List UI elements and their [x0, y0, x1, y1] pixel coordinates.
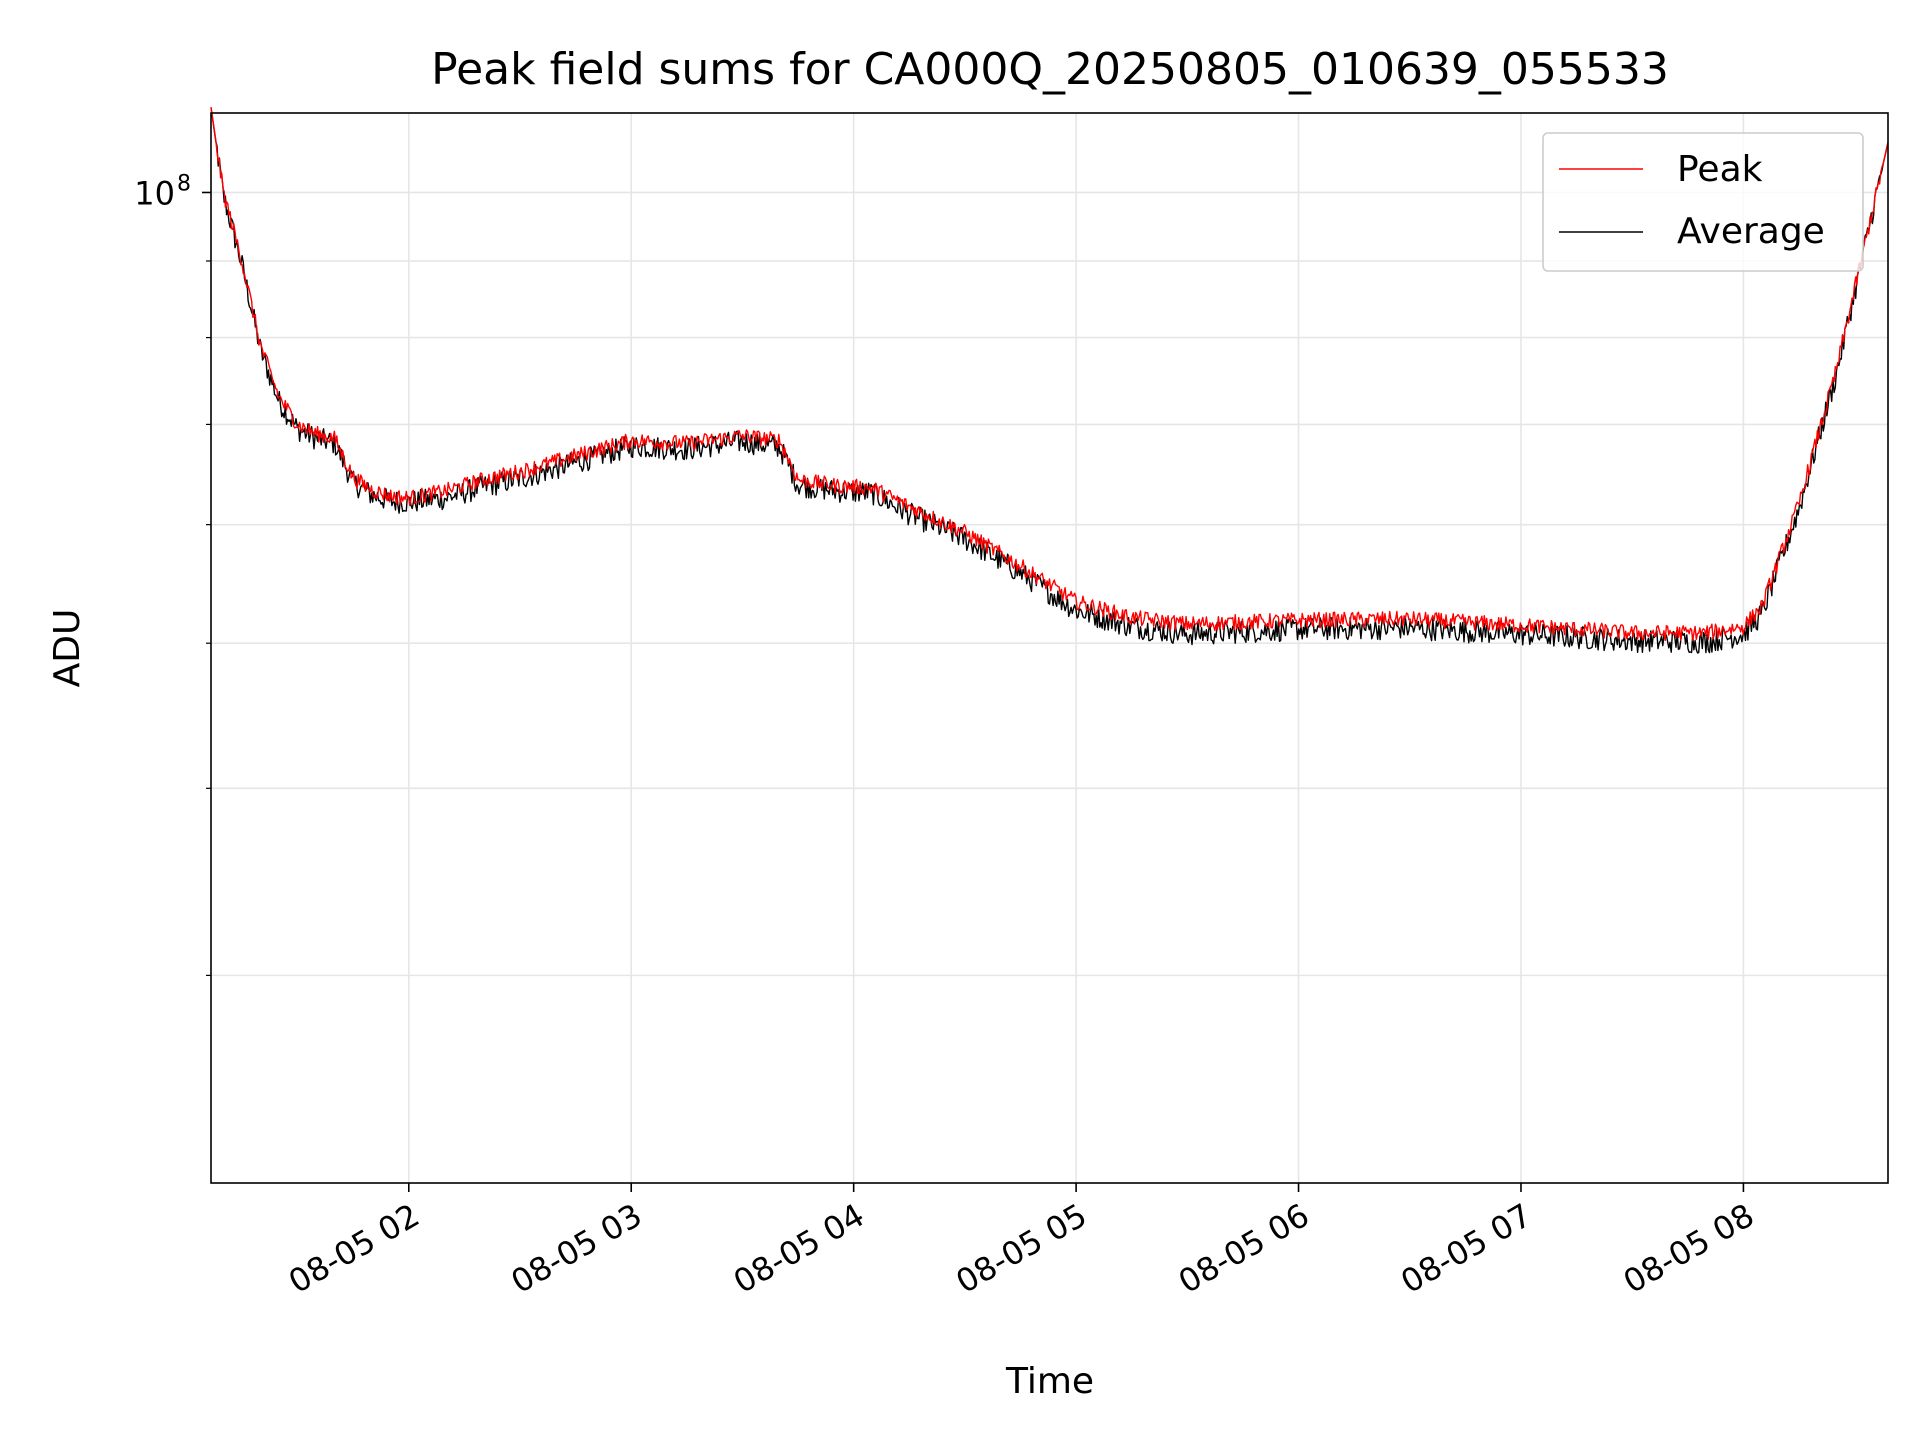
y-tick-label: 10 [134, 174, 175, 212]
legend-label-average: Average [1677, 211, 1825, 252]
y-tick-label-exponent: 8 [177, 171, 191, 196]
y-axis-label: ADU [47, 609, 88, 688]
grid-lines [211, 113, 1888, 1183]
legend-box [1542, 132, 1864, 272]
chart-title: Peak field sums for CA000Q_20250805_0106… [431, 44, 1669, 95]
series-line-peak [210, 107, 1889, 642]
series-lines [210, 107, 1889, 654]
legend: Peak Average [1542, 132, 1864, 272]
legend-label-peak: Peak [1677, 149, 1763, 190]
x-axis-label: Time [1005, 1361, 1094, 1402]
plot-frame [210, 112, 1889, 1184]
